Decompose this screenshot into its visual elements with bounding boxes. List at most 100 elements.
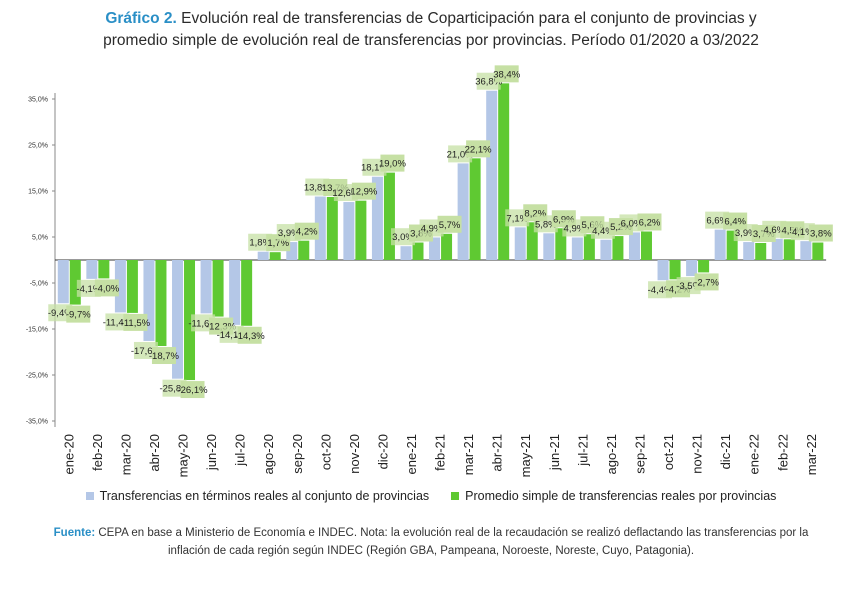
y-tick-label: -15,0% (26, 327, 48, 334)
category-labels: ene-20 feb-20 mar-20 abr-20 may-20 jun-20 jul-… (61, 434, 819, 477)
bar-series-1 (543, 233, 555, 260)
title-line-1: Evolución real de transferencias de Copa… (181, 10, 757, 27)
x-category-label: nov-21 (690, 434, 705, 474)
bar-series-1 (457, 163, 469, 260)
x-category-label: feb-22 (775, 434, 790, 471)
y-tick-label: 5,0% (32, 235, 48, 242)
bar-series-2 (241, 260, 253, 326)
data-label-series-2: 22,1% (465, 144, 492, 155)
x-category-label: oct-21 (661, 434, 676, 470)
bar-series-1 (486, 90, 498, 260)
data-label-series-2: -26,1% (177, 385, 208, 396)
bar-series-1 (314, 196, 326, 260)
x-category-label: feb-21 (433, 434, 448, 471)
bar-series-1 (514, 227, 526, 260)
y-tick-label: -5,0% (30, 281, 48, 288)
data-label-series-1: -11,6% (188, 318, 218, 329)
bar-series-1 (229, 260, 241, 325)
bar-series-2 (526, 222, 538, 260)
data-label-series-1: 13,8% (304, 183, 331, 194)
x-category-label: mar-21 (461, 434, 476, 475)
data-label-series-1: 7,1% (506, 213, 528, 224)
data-label-series-1: -4,1% (76, 284, 101, 295)
data-label-series-1: -14,1% (217, 330, 248, 341)
bar-series-1 (429, 237, 441, 260)
bar-series-2 (69, 260, 81, 305)
x-category-label: jul-21 (575, 434, 590, 467)
legend-swatch-green (451, 492, 460, 500)
data-label-series-2: 19,0% (379, 159, 406, 170)
data-label-series-2: -14,3% (235, 331, 266, 342)
bar-series-2 (412, 242, 424, 260)
data-label-box (237, 326, 262, 344)
bar-series-1 (257, 251, 269, 260)
legend: Transferencias en términos reales al con… (0, 489, 862, 503)
bar-series-1 (57, 260, 69, 304)
bar-series-2 (583, 234, 595, 260)
x-category-label: sep-20 (290, 434, 305, 474)
data-label-series-2: 6,4% (724, 217, 746, 228)
bar-series-2 (812, 242, 824, 260)
data-label-series-2: -11,5% (121, 318, 151, 329)
bar-series-1 (571, 237, 583, 260)
data-label-series-1: 5,8% (535, 219, 557, 230)
data-label-series-1: 1,8% (249, 238, 271, 249)
source-note: Fuente: CEPA en base a Ministerio de Eco… (40, 524, 822, 560)
data-label-series-1: 4,9% (421, 223, 443, 234)
x-category-label: dic-20 (375, 434, 390, 469)
bar-series-2 (98, 260, 110, 279)
data-label-box (637, 213, 662, 231)
bar-series-1 (771, 238, 783, 260)
axes: 35,0% 25,0% 15,0% 5,0% -5,0% -15,0% -25,0% -35,… (26, 93, 827, 427)
x-category-label: abr-20 (147, 434, 162, 472)
x-category-label: abr-21 (490, 434, 505, 472)
data-label-series-2: 5,7% (439, 220, 461, 231)
bar-series-2 (383, 172, 395, 260)
data-label-box (123, 313, 148, 331)
bar-series-1 (86, 260, 98, 279)
data-label-series-2: -18,7% (149, 351, 180, 362)
bar-series-2 (298, 240, 310, 260)
title-lead: Gráfico 2. (105, 10, 177, 27)
x-category-label: ene-21 (404, 434, 419, 474)
data-label-series-1: 36,8% (475, 77, 502, 88)
data-label-box (808, 224, 833, 242)
bar-series-2 (726, 230, 738, 260)
bar-series-2 (441, 233, 453, 260)
bar-series-1 (743, 242, 755, 260)
bar-series-1 (114, 260, 126, 313)
data-label-series-2: 4,2% (296, 227, 318, 238)
data-label-series-1: -4,4% (648, 285, 673, 296)
data-label-series-2: -2,7% (694, 277, 719, 288)
data-label-box (351, 182, 376, 200)
y-tick-label: 25,0% (28, 143, 48, 150)
data-label-box (466, 140, 491, 158)
data-label-series-1: 4,1% (792, 227, 814, 238)
bar-series-2 (326, 196, 338, 260)
legend-label-series-1: Transferencias en términos reales al con… (99, 489, 430, 503)
data-label-box (294, 222, 319, 240)
source-text: CEPA en base a Ministerio de Economía e … (98, 527, 809, 557)
bar-series-2 (355, 200, 367, 260)
data-label-series-1: 4,6% (763, 225, 785, 236)
data-label-series-1: 21,0% (447, 149, 474, 160)
bar-series-2 (469, 158, 481, 260)
data-label-series-1: -11,4% (103, 317, 133, 328)
data-label-series-2: 6,2% (639, 217, 661, 228)
data-labels: -9,4%-9,7%-4,1%-4,0%-11,4%-11,5%-17,6%-1… (48, 65, 833, 399)
data-label-series-1: 3,9% (735, 228, 757, 239)
bar-series-2 (640, 231, 652, 260)
data-label-box (180, 381, 205, 399)
data-label-box (66, 305, 91, 323)
data-label-box (105, 313, 130, 331)
bar-series-1 (628, 232, 640, 260)
data-label-series-2: -4,0% (94, 283, 119, 294)
y-tick-label: -25,0% (26, 373, 48, 380)
x-category-label: jul-20 (233, 434, 248, 467)
legend-swatch-blue (85, 492, 94, 500)
legend-item-series-2: Promedio simple de transferencias reales… (451, 489, 776, 503)
bar-series-2 (698, 260, 710, 273)
data-label-series-1: -17,6% (131, 346, 162, 357)
x-category-label: jun-21 (547, 434, 562, 471)
x-category-label: ene-22 (747, 434, 762, 474)
